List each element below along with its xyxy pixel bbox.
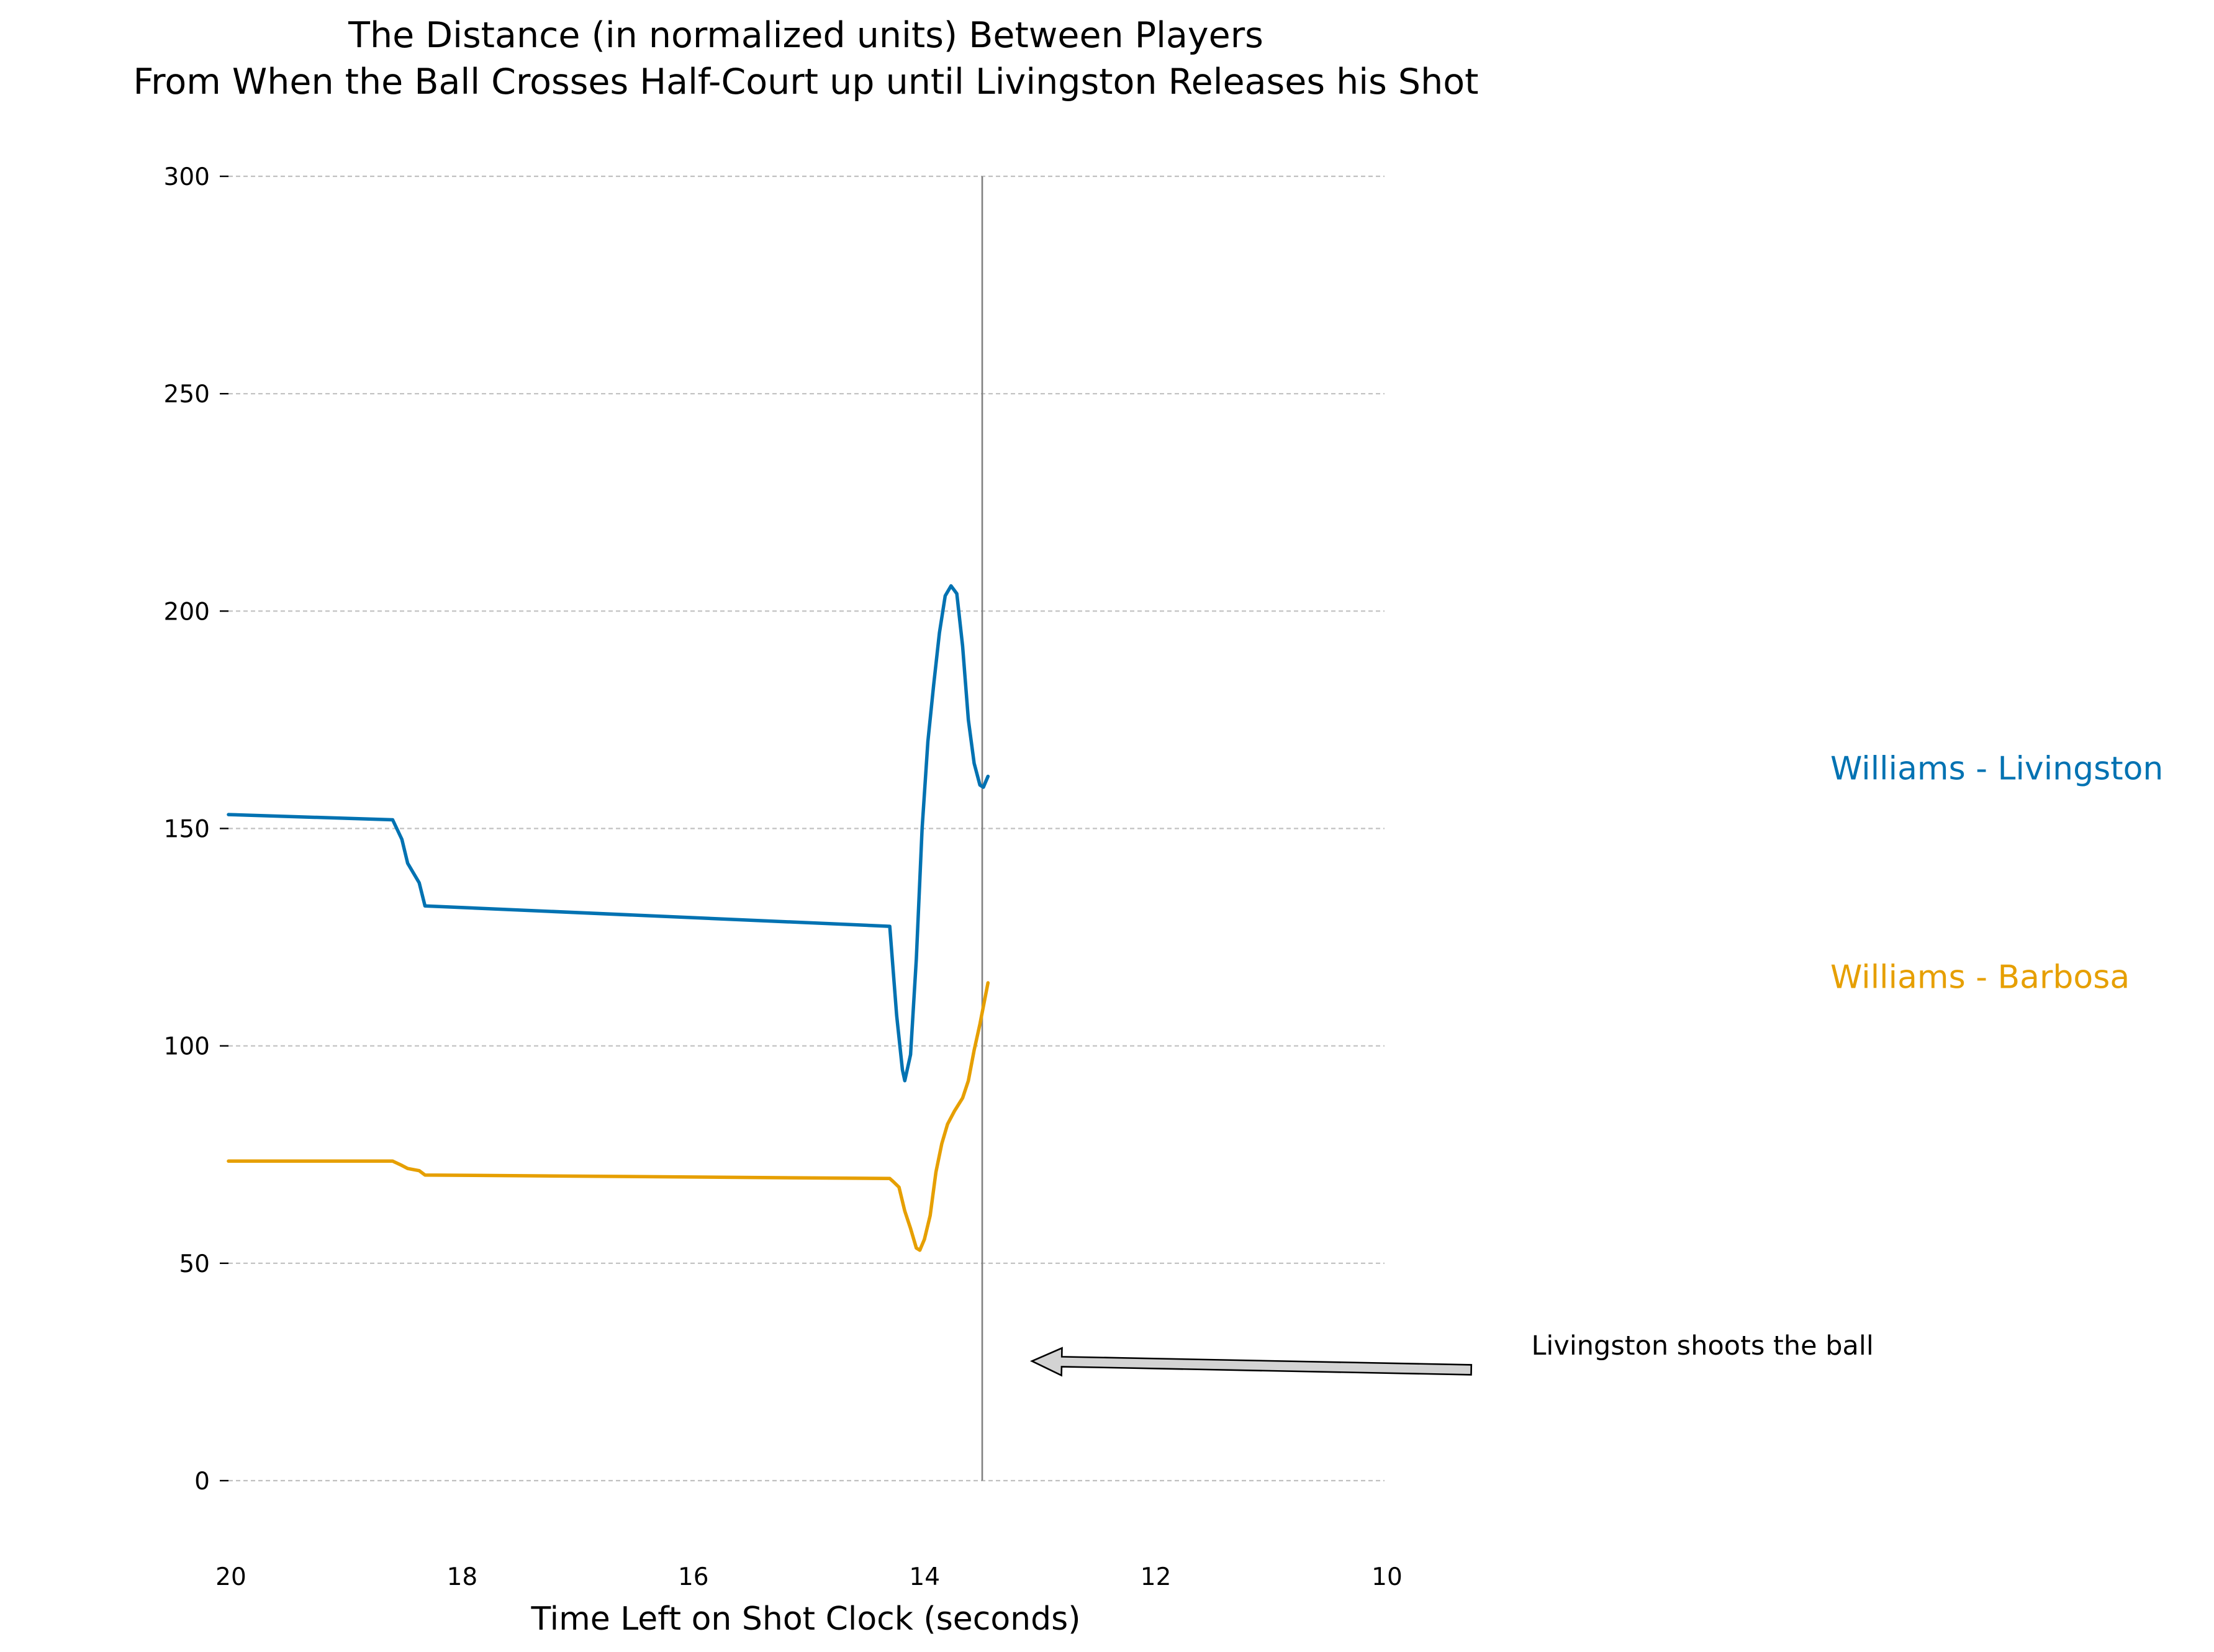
chart-title-line-1: The Distance (in normalized units) Betwe… (348, 15, 1263, 56)
y-tick-label-0: 0 (194, 1468, 210, 1496)
x-tick-label-10: 10 (1371, 1563, 1403, 1591)
x-tick-label-16: 16 (678, 1563, 709, 1591)
series-lines (227, 584, 990, 1252)
y-axis: 0 50 100 150 200 250 300 (164, 163, 228, 1496)
x-tick-label-12: 12 (1141, 1563, 1172, 1591)
x-tick-label-18: 18 (447, 1563, 478, 1591)
y-tick-label-100: 100 (164, 1033, 210, 1061)
annotation-arrow (1029, 1347, 1473, 1377)
chart-title-line-2: From When the Ball Crosses Half-Court up… (133, 61, 1479, 102)
y-tick-label-150: 150 (164, 816, 210, 844)
x-axis: 20 18 16 14 12 10 (215, 1563, 1403, 1591)
y-tick-label-300: 300 (164, 163, 210, 191)
annotation: Livingston shoots the ball (1029, 1330, 1874, 1377)
y-tick-label-250: 250 (164, 381, 210, 408)
series-line-2 (227, 981, 990, 1252)
series-label-1: Williams - Livingston (1830, 750, 2163, 787)
x-tick-label-20: 20 (215, 1563, 246, 1591)
y-grid (228, 175, 1385, 1482)
y-tick-label-50: 50 (179, 1250, 210, 1278)
y-tick-label-200: 200 (164, 598, 210, 626)
series-line-1 (227, 584, 990, 1083)
annotation-text: Livingston shoots the ball (1531, 1330, 1873, 1361)
x-axis-label: Time Left on Shot Clock (seconds) (530, 1600, 1080, 1638)
series-label-2: Williams - Barbosa (1830, 959, 2130, 996)
x-tick-label-14: 14 (909, 1563, 940, 1591)
series-labels: Williams - Livingston Williams - Barbosa (1830, 750, 2163, 996)
chart-title: The Distance (in normalized units) Betwe… (133, 15, 1479, 102)
